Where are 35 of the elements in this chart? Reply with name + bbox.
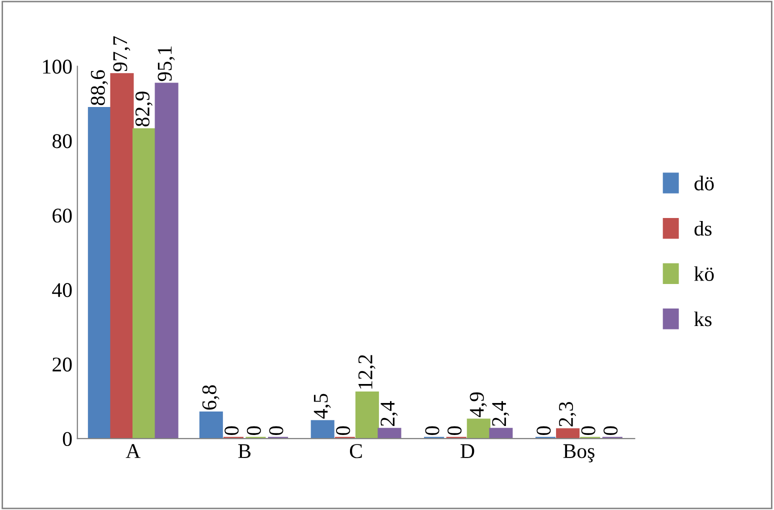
y-tick-label: 0 [62, 432, 72, 446]
legend-label: dö [694, 176, 714, 190]
x-tick-label: A [126, 444, 140, 458]
data-label: 0 [224, 426, 239, 436]
y-tick-label: 60 [52, 208, 72, 223]
x-tick-label: C [350, 444, 362, 458]
data-label: 0 [336, 426, 350, 436]
legend-label: ds [694, 221, 712, 236]
data-label: 4,9 [470, 392, 487, 418]
data-label: 12,2 [358, 355, 376, 389]
data-label: 0 [425, 426, 440, 436]
data-label: 0 [604, 426, 618, 436]
data-label: 4,5 [314, 394, 331, 419]
legend-label: kö [694, 266, 714, 281]
data-label: 6,8 [202, 385, 220, 410]
data-label: 95,1 [158, 46, 175, 82]
data-label: 2,4 [492, 401, 510, 426]
legend-label: ks [694, 312, 712, 326]
data-label: 0 [448, 426, 462, 436]
data-label: 2,4 [380, 401, 398, 426]
y-tick-label: 80 [52, 134, 72, 148]
y-tick-label: 100 [43, 60, 72, 74]
data-label: 2,3 [559, 402, 576, 426]
data-label: 82,9 [135, 92, 152, 126]
x-tick-label: D [460, 444, 474, 458]
x-tick-label: B [238, 444, 251, 458]
data-label: 0 [536, 426, 551, 436]
x-tick-label: Boş [563, 444, 594, 462]
data-label: 0 [269, 426, 284, 436]
y-tick-label: 20 [52, 358, 72, 372]
y-tick-label: 40 [52, 283, 72, 298]
data-label: 0 [581, 426, 596, 436]
data-label: 0 [246, 426, 261, 436]
data-label: 88,6 [90, 70, 108, 106]
data-label: 97,7 [113, 36, 130, 72]
